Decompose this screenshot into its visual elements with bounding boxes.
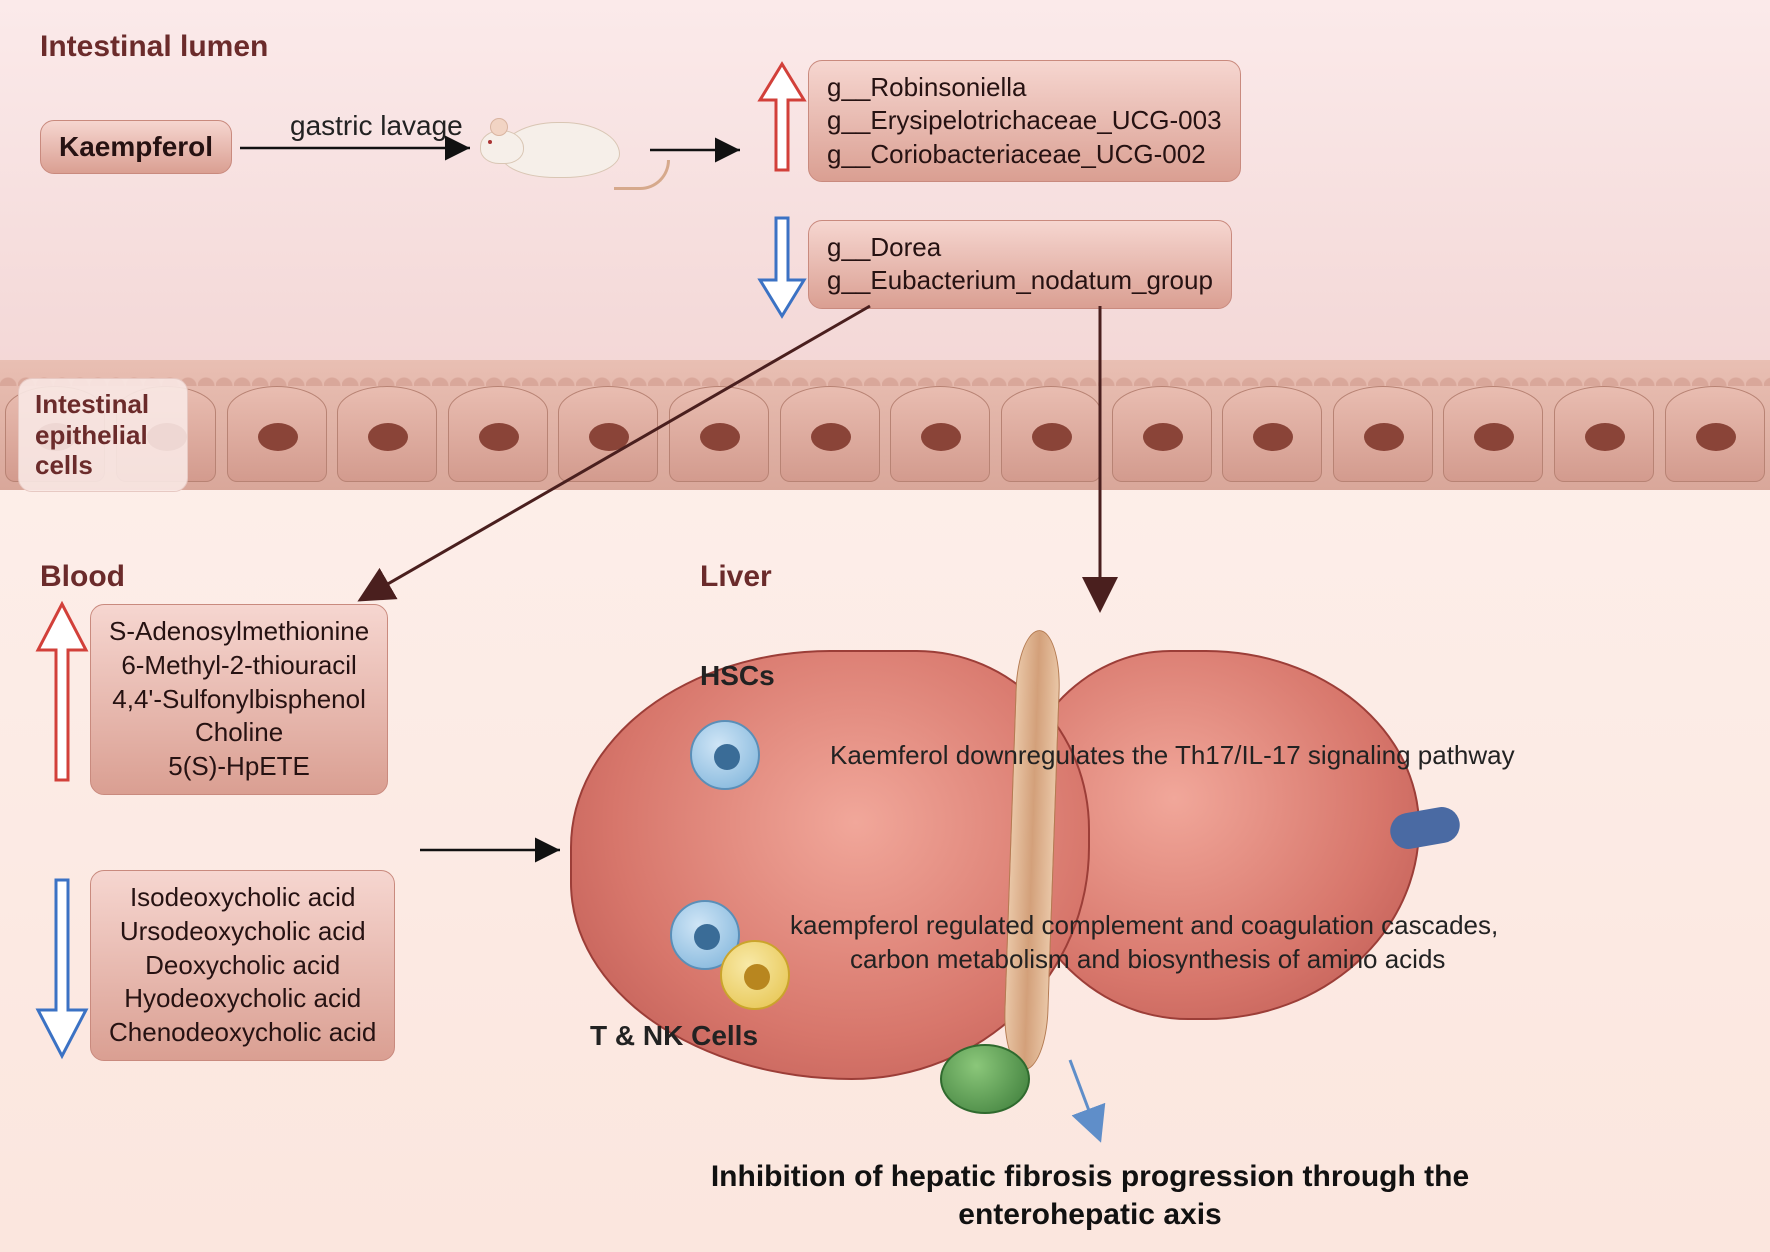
epithelial-cell	[558, 386, 658, 482]
bact-up-0: g__Robinsoniella	[827, 71, 1222, 104]
blood-up-box: S-Adenosylmethionine 6-Methyl-2-thiourac…	[90, 604, 388, 795]
blood-up-3: Choline	[109, 716, 369, 750]
bacteria-down-box: g__Dorea g__Eubacterium_nodatum_group	[808, 220, 1232, 309]
conclusion-line2: enterohepatic axis	[640, 1198, 1540, 1232]
tnk-label: T & NK Cells	[590, 1020, 758, 1052]
epithelial-row	[0, 360, 1770, 490]
epithelial-cell	[1222, 386, 1322, 482]
blood-up-0: S-Adenosylmethionine	[109, 615, 369, 649]
kaempferol-box: Kaempferol	[40, 120, 232, 174]
epithelial-cell	[1554, 386, 1654, 482]
epithelial-cell	[1112, 386, 1212, 482]
blood-up-2: 4,4'-Sulfonylbisphenol	[109, 683, 369, 717]
mouse-icon	[480, 100, 640, 190]
liver-text-2a: kaempferol regulated complement and coag…	[790, 910, 1498, 941]
blood-dn-3: Hyodeoxycholic acid	[109, 982, 376, 1016]
epithelial-cell	[1443, 386, 1543, 482]
epithelial-cell	[669, 386, 769, 482]
epithelial-label: Intestinal epithelial cells	[18, 378, 188, 492]
liver-text-2b: carbon metabolism and biosynthesis of am…	[850, 944, 1445, 975]
bacteria-up-box: g__Robinsoniella g__Erysipelotrichaceae_…	[808, 60, 1241, 182]
liver-text-1: Kaemferol downregulates the Th17/IL-17 s…	[830, 740, 1515, 771]
epithelial-cell	[1333, 386, 1433, 482]
nk-cell-icon	[720, 940, 790, 1010]
blood-label: Blood	[40, 560, 125, 594]
epithelial-cell	[1665, 386, 1765, 482]
hsc-label: HSCs	[700, 660, 775, 692]
epithelial-cell	[1001, 386, 1101, 482]
gastric-label: gastric lavage	[290, 110, 463, 142]
lumen-label: Intestinal lumen	[40, 30, 268, 64]
epithelial-cell	[337, 386, 437, 482]
blood-down-box: Isodeoxycholic acid Ursodeoxycholic acid…	[90, 870, 395, 1061]
bact-dn-0: g__Dorea	[827, 231, 1213, 264]
bact-up-1: g__Erysipelotrichaceae_UCG-003	[827, 104, 1222, 137]
epithelial-cell	[780, 386, 880, 482]
epithelial-cell	[227, 386, 327, 482]
blood-up-1: 6-Methyl-2-thiouracil	[109, 649, 369, 683]
hsc-cell-icon	[690, 720, 760, 790]
blood-up-4: 5(S)-HpETE	[109, 750, 369, 784]
conclusion-line1: Inhibition of hepatic fibrosis progressi…	[640, 1160, 1540, 1194]
blood-dn-2: Deoxycholic acid	[109, 949, 376, 983]
blood-dn-0: Isodeoxycholic acid	[109, 881, 376, 915]
blood-dn-1: Ursodeoxycholic acid	[109, 915, 376, 949]
epithelial-cell	[448, 386, 548, 482]
bact-up-2: g__Coriobacteriaceae_UCG-002	[827, 138, 1222, 171]
epithelial-cell	[890, 386, 990, 482]
bact-dn-1: g__Eubacterium_nodatum_group	[827, 264, 1213, 297]
villi-texture	[0, 360, 1770, 386]
liver-label: Liver	[700, 560, 772, 594]
blood-dn-4: Chenodeoxycholic acid	[109, 1016, 376, 1050]
